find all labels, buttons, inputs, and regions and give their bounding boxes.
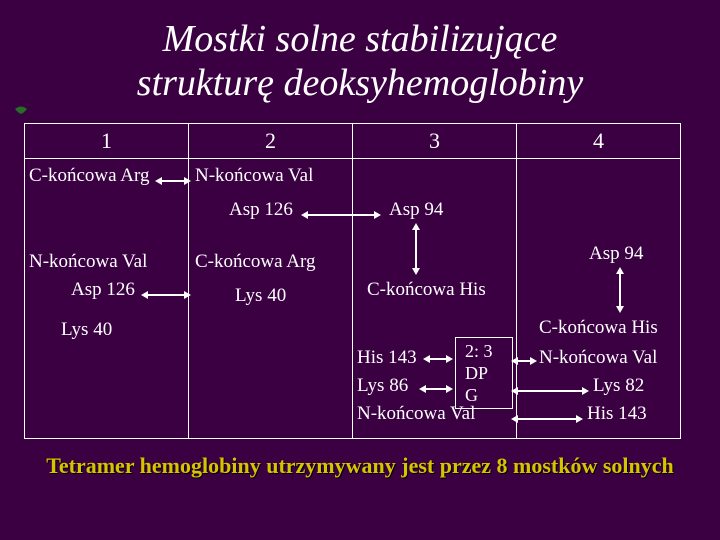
footer-text: Tetramer hemoglobiny utrzymywany jest pr… [0, 439, 720, 479]
header-1: 1 [25, 124, 189, 159]
arrow-lys86-dpg [419, 379, 453, 393]
arrow-c4a-c4b [613, 267, 627, 313]
dpg-bracket-right [503, 337, 513, 409]
c1-item-c: Asp 126 [71, 279, 135, 301]
slide-title: Mostki solne stabilizujące strukturę deo… [0, 0, 720, 115]
c4-item-c: N-końcowa Val [539, 347, 657, 369]
bullet-icon [14, 106, 28, 120]
arrow-dpg-c4c [511, 351, 537, 365]
c4-item-d: Lys 82 [593, 375, 644, 397]
arrow-his143-dpg [423, 349, 453, 363]
c1-item-b: N-końcowa Val [29, 251, 147, 273]
c2-item-c: C-końcowa Arg [195, 251, 316, 273]
c3-item-c: His 143 [357, 347, 417, 369]
c3-item-b: C-końcowa His [367, 279, 486, 301]
c3-item-d: Lys 86 [357, 375, 408, 397]
header-2: 2 [189, 124, 353, 159]
title-line-2: strukturę deoksyhemoglobiny [137, 62, 583, 104]
c4-item-b: C-końcowa His [539, 317, 658, 339]
arrow-c1a-c2a [155, 171, 191, 185]
c4-item-a: Asp 94 [589, 243, 643, 265]
header-4: 4 [517, 124, 681, 159]
cell-col3: Asp 94 C-końcowa His His 143 Lys 86 N-ko… [353, 159, 517, 439]
c1-item-a: C-końcowa Arg [29, 165, 150, 187]
table-body-row: C-końcowa Arg N-końcowa Val Asp 126 Lys … [25, 159, 681, 439]
arrow-c1c-c2d [141, 285, 191, 299]
arrow-dpg-c4e [511, 409, 583, 423]
dpg-bracket-left [455, 337, 503, 409]
arrow-c3a-c3b [409, 223, 423, 275]
c4-item-e: His 143 [587, 403, 647, 425]
table-header-row: 1 2 3 4 [25, 124, 681, 159]
cell-col4: Asp 94 C-końcowa His N-końcowa Val Lys 8… [517, 159, 681, 439]
cell-col2: N-końcowa Val Asp 126 C-końcowa Arg Lys … [189, 159, 353, 439]
c3-item-a: Asp 94 [389, 199, 443, 221]
c2-item-b: Asp 126 [229, 199, 293, 221]
c2-item-a: N-końcowa Val [195, 165, 313, 187]
salt-bridges-table: 1 2 3 4 C-końcowa Arg N-końcowa Val Asp … [24, 123, 681, 439]
header-3: 3 [353, 124, 517, 159]
cell-col1: C-końcowa Arg N-końcowa Val Asp 126 Lys … [25, 159, 189, 439]
title-line-1: Mostki solne stabilizujące [163, 18, 558, 60]
arrow-dpg-c4d [511, 381, 589, 395]
c1-item-d: Lys 40 [61, 319, 112, 341]
c2-item-d: Lys 40 [235, 285, 286, 307]
